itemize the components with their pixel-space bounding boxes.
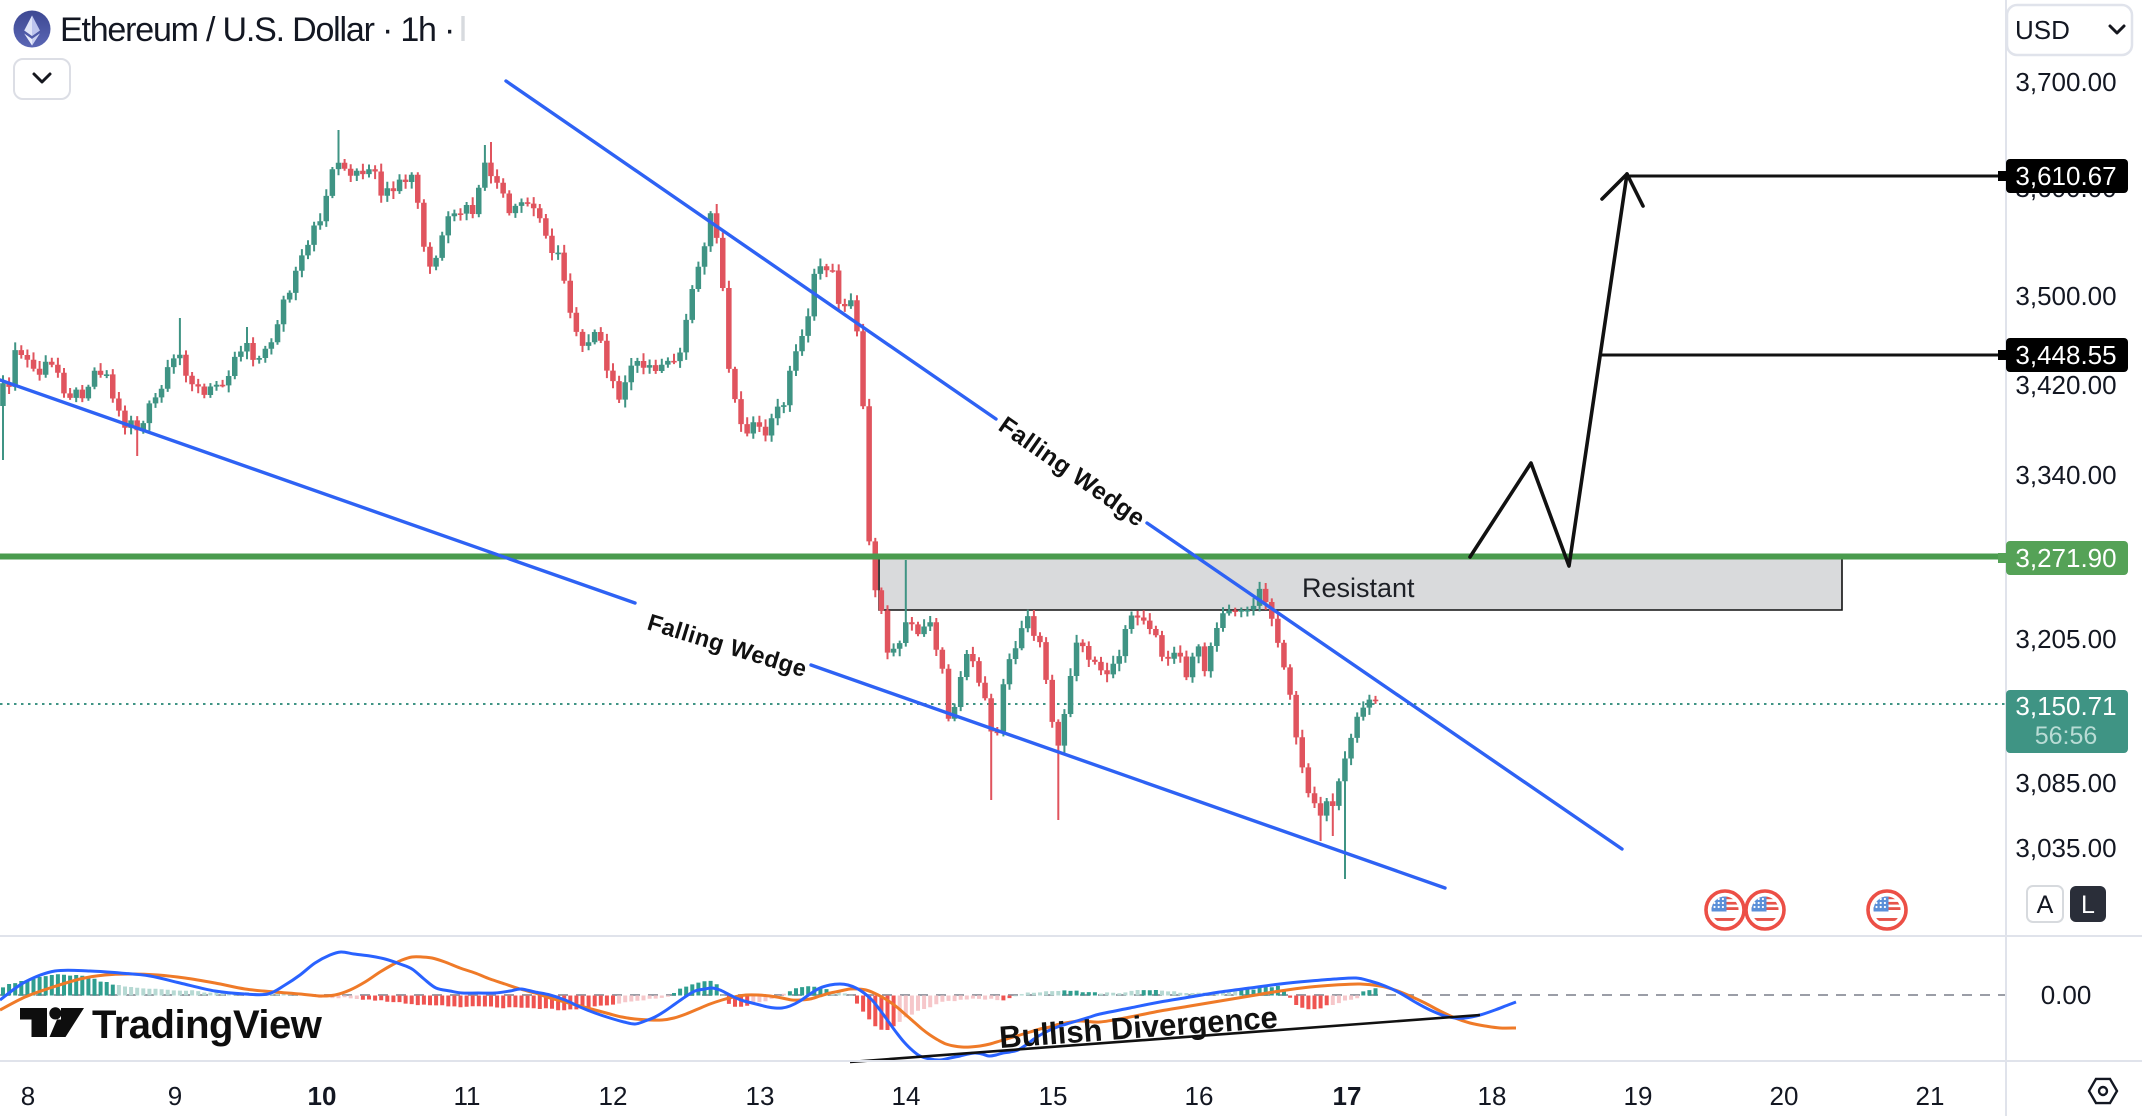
- svg-text:8: 8: [21, 1081, 35, 1111]
- svg-text:3,610.67: 3,610.67: [2015, 161, 2116, 191]
- svg-text:14: 14: [892, 1081, 921, 1111]
- svg-text:12: 12: [599, 1081, 628, 1111]
- svg-text:3,205.00: 3,205.00: [2015, 624, 2116, 654]
- svg-text:L: L: [2081, 891, 2095, 919]
- svg-text:19: 19: [1624, 1081, 1653, 1111]
- svg-text:9: 9: [168, 1081, 182, 1111]
- svg-text:I: I: [458, 8, 468, 49]
- svg-text:18: 18: [1478, 1081, 1507, 1111]
- svg-text:3,271.90: 3,271.90: [2015, 543, 2116, 573]
- svg-text:3,700.00: 3,700.00: [2015, 67, 2116, 97]
- svg-text:3,420.00: 3,420.00: [2015, 370, 2116, 400]
- svg-text:3,500.00: 3,500.00: [2015, 281, 2116, 311]
- svg-text:Resistant: Resistant: [1302, 573, 1415, 603]
- svg-text:3,448.55: 3,448.55: [2015, 340, 2116, 370]
- svg-text:21: 21: [1916, 1081, 1945, 1111]
- svg-text:20: 20: [1770, 1081, 1799, 1111]
- svg-text:3,150.71: 3,150.71: [2015, 691, 2116, 721]
- svg-text:TradingView: TradingView: [92, 1003, 323, 1047]
- svg-text:A: A: [2037, 891, 2054, 919]
- svg-text:USD: USD: [2015, 15, 2070, 45]
- svg-text:3,085.00: 3,085.00: [2015, 768, 2116, 798]
- svg-text:3,035.00: 3,035.00: [2015, 833, 2116, 863]
- svg-text:17: 17: [1333, 1081, 1362, 1111]
- svg-text:0.00: 0.00: [2041, 980, 2092, 1010]
- svg-text:56:56: 56:56: [2035, 722, 2098, 750]
- svg-text:13: 13: [746, 1081, 775, 1111]
- svg-text:Ethereum / U.S. Dollar · 1h ·: Ethereum / U.S. Dollar · 1h ·: [60, 11, 454, 49]
- svg-text:15: 15: [1039, 1081, 1068, 1111]
- svg-text:10: 10: [308, 1081, 337, 1111]
- svg-text:16: 16: [1185, 1081, 1214, 1111]
- svg-text:11: 11: [454, 1081, 481, 1111]
- svg-text:3,340.00: 3,340.00: [2015, 460, 2116, 490]
